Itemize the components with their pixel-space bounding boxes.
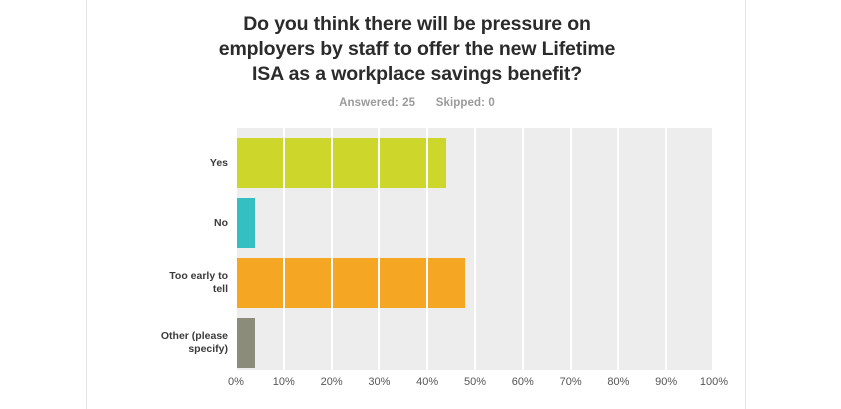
x-tick-50%: 50%: [463, 376, 487, 388]
x-tick-20%: 20%: [320, 376, 343, 388]
gridline-80%: [617, 128, 620, 370]
plot-area: [236, 128, 714, 370]
category-label-line: specify): [188, 343, 228, 355]
x-tick-80%: 80%: [607, 376, 630, 388]
gridline-90%: [665, 128, 668, 370]
category-label-line: Yes: [209, 156, 228, 169]
x-tick-90%: 90%: [655, 376, 678, 388]
category-label-yes: Yes: [87, 157, 228, 170]
category-label-line: No: [214, 216, 228, 229]
gridline-70%: [569, 128, 572, 370]
gridline-20%: [330, 128, 333, 370]
category-label-no: No: [87, 217, 228, 230]
x-tick-40%: 40%: [416, 376, 439, 388]
category-axis: Yes No Too early to tell Other (please specif…: [87, 128, 228, 370]
chart-title: Do you think there will be pressure on e…: [127, 12, 707, 87]
chart-response-summary: Answered: 25 Skipped: 0: [127, 97, 707, 109]
x-tick-60%: 60%: [511, 376, 534, 388]
bar-row: [236, 128, 714, 188]
chart-title-line-2: employers by staff to offer the new Life…: [218, 38, 616, 60]
gridline-10%: [282, 128, 285, 370]
page-divider-left: [86, 0, 87, 409]
bar-no[interactable]: [236, 198, 256, 248]
answered-count: Answered: 25: [339, 97, 416, 109]
chart-title-line-3: ISA as a workplace savings benefit?: [252, 63, 582, 85]
bar-row: [236, 188, 714, 248]
gridline-0%: [236, 128, 237, 370]
x-tick-100%: 100%: [699, 376, 729, 388]
skipped-count: Skipped: 0: [435, 97, 495, 109]
bar-row: [236, 308, 714, 368]
x-tick-70%: 70%: [559, 376, 582, 388]
category-label-too-early-to-tell: Too early to tell: [87, 270, 228, 296]
gridline-50%: [474, 128, 476, 370]
category-label-line: tell: [212, 283, 228, 295]
page-divider-right: [745, 0, 746, 409]
x-tick-0%: 0%: [228, 376, 244, 388]
gridline-60%: [521, 128, 524, 370]
category-label-line: Other (please: [160, 330, 228, 342]
chart-title-line-1: Do you think there will be pressure on: [243, 13, 591, 35]
bar-too-early-to-tell[interactable]: [236, 258, 466, 308]
bar-series: [236, 128, 714, 370]
x-tick-10%: 10%: [272, 376, 295, 388]
bar-other-please-specify[interactable]: [236, 318, 256, 368]
survey-question-block: Do you think there will be pressure on e…: [87, 0, 745, 409]
bar-chart: Yes No Too early to tell Other (please specif…: [87, 128, 745, 408]
bar-yes[interactable]: [236, 138, 447, 188]
x-axis-ticks: 0% 10% 20% 30% 40% 50% 60% 70% 80% 90% 100%: [228, 376, 728, 396]
category-label-other-please-specify: Other (please specify): [87, 330, 228, 356]
gridline-100%: [712, 128, 714, 370]
category-label-line: Too early to: [169, 270, 228, 282]
x-tick-30%: 30%: [368, 376, 391, 388]
gridline-30%: [378, 128, 381, 370]
gridline-40%: [426, 128, 429, 370]
